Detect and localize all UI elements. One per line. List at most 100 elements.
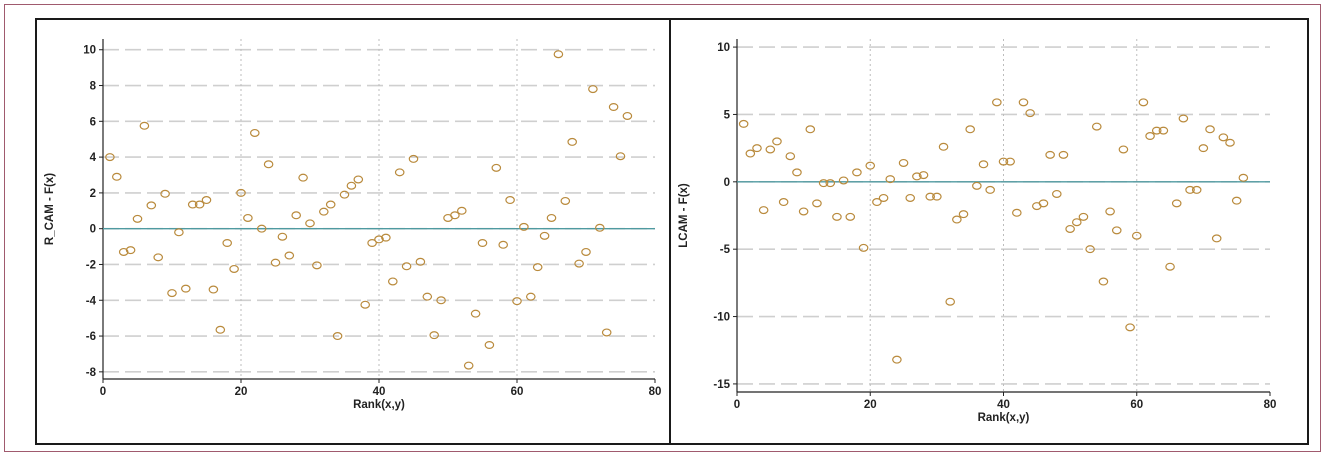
rcam-data-point xyxy=(298,173,308,182)
rcam-data-point xyxy=(332,332,343,341)
rcam-data-point xyxy=(167,289,177,298)
lcam-data-point xyxy=(1218,133,1229,142)
rcam-data-point xyxy=(146,201,157,210)
rcam-data-point xyxy=(560,196,571,205)
rcam-data-point xyxy=(160,189,170,198)
lcam-x-tick-label: 20 xyxy=(864,399,877,411)
lcam-data-point xyxy=(792,168,802,177)
lcam-data-point xyxy=(1012,208,1022,217)
lcam-data-point xyxy=(1098,277,1109,286)
rcam-data-point xyxy=(367,239,377,248)
rcam-data-point xyxy=(553,50,564,59)
rcam-data-point xyxy=(394,168,405,177)
rcam-data-point xyxy=(546,213,557,222)
lcam-data-point xyxy=(1078,212,1089,221)
rcam-data-point xyxy=(387,277,398,286)
rcam-y-tick-label: 4 xyxy=(90,152,97,164)
lcam-data-point xyxy=(825,179,836,188)
rcam-data-point xyxy=(381,233,391,242)
rcam-data-point xyxy=(401,262,412,271)
lcam-data-point xyxy=(1211,234,1222,243)
rcam-y-tick-label: -2 xyxy=(86,259,96,271)
rcam-y-tick-label: -6 xyxy=(86,331,96,343)
lcam-data-point xyxy=(978,160,989,169)
rcam-data-point xyxy=(484,341,495,350)
rcam-data-point xyxy=(312,261,322,270)
rcam-y-tick-label: 10 xyxy=(83,45,96,57)
rcam-data-point xyxy=(498,240,508,249)
rcam-x-tick-label: 0 xyxy=(100,386,106,398)
lcam-data-point xyxy=(1171,199,1182,208)
rcam-data-point xyxy=(519,222,529,231)
rcam-data-point xyxy=(208,285,219,294)
lcam-data-point xyxy=(952,215,962,224)
rcam-data-point xyxy=(436,296,446,305)
lcam-y-tick-label: 0 xyxy=(724,177,730,189)
rcam-data-point xyxy=(525,292,536,301)
lcam-data-point xyxy=(892,355,902,364)
rcam-data-point xyxy=(539,231,550,240)
lcam-data-point xyxy=(865,161,876,170)
lcam-x-tick-label: 80 xyxy=(1264,399,1277,411)
rcam-data-point xyxy=(415,257,426,266)
rcam-x-axis-label: Rank(x,y) xyxy=(353,399,405,411)
rcam-data-point xyxy=(422,292,433,301)
rcam-data-point xyxy=(118,247,129,256)
lcam-data-point xyxy=(1191,185,1202,194)
rcam-y-tick-label: 2 xyxy=(90,188,96,200)
lcam-data-point xyxy=(932,192,942,201)
lcam-x-axis-label: Rank(x,y) xyxy=(978,412,1030,424)
lcam-data-point xyxy=(858,243,869,252)
lcam-data-point xyxy=(1205,125,1215,134)
rcam-data-point xyxy=(229,264,239,273)
rcam-data-point xyxy=(429,331,439,340)
rcam-data-point xyxy=(505,196,515,205)
rcam-data-point xyxy=(187,200,198,209)
lcam-y-tick-label: -5 xyxy=(720,244,731,256)
rcam-x-tick-label: 60 xyxy=(511,386,524,398)
rcam-data-point xyxy=(574,259,584,268)
lcam-data-point xyxy=(812,199,822,208)
lcam-data-point xyxy=(818,179,829,188)
lcam-data-point xyxy=(1005,157,1015,166)
lcam-data-point xyxy=(1165,262,1175,271)
lcam-y-axis-label: LCAM - F(x) xyxy=(678,183,690,248)
rcam-data-point xyxy=(256,224,267,233)
lcam-data-point xyxy=(805,125,816,134)
lcam-data-point xyxy=(852,168,862,177)
rcam-data-point xyxy=(491,163,502,172)
lcam-data-point xyxy=(925,192,936,201)
lcam-data-point xyxy=(738,119,749,128)
lcam-data-point xyxy=(765,145,776,154)
rcam-data-point xyxy=(125,246,136,255)
rcam-data-point xyxy=(353,175,364,184)
rcam-data-point xyxy=(139,121,150,130)
lcam-data-point xyxy=(878,193,889,202)
lcam-data-point xyxy=(972,181,982,190)
lcam-x-tick-label: 40 xyxy=(997,399,1010,411)
lcam-data-point xyxy=(1158,126,1169,135)
rcam-data-point xyxy=(105,153,115,162)
rcam-data-point xyxy=(284,251,295,260)
lcam-data-point xyxy=(918,171,929,180)
lcam-data-point xyxy=(1118,145,1129,154)
lcam-x-tick-label: 0 xyxy=(734,399,740,411)
rcam-data-point xyxy=(215,325,226,334)
lcam-data-point xyxy=(1178,114,1189,123)
rcam-data-point xyxy=(463,361,474,370)
rcam-data-point xyxy=(222,239,232,248)
lcam-data-point xyxy=(1131,231,1142,240)
lcam-data-point xyxy=(1151,126,1162,135)
rcam-data-point xyxy=(243,213,253,222)
lcam-data-point xyxy=(1085,245,1095,254)
rcam-data-point xyxy=(477,239,488,248)
rcam-data-point xyxy=(456,206,467,215)
lcam-data-point xyxy=(758,206,769,215)
rcam-data-point xyxy=(615,152,626,161)
rcam-y-axis-label: R_CAM - F(x) xyxy=(44,173,56,245)
rcam-data-point xyxy=(112,172,122,181)
rcam-data-point xyxy=(132,214,143,223)
lcam-data-point xyxy=(938,142,949,151)
lcam-data-point xyxy=(905,193,916,202)
